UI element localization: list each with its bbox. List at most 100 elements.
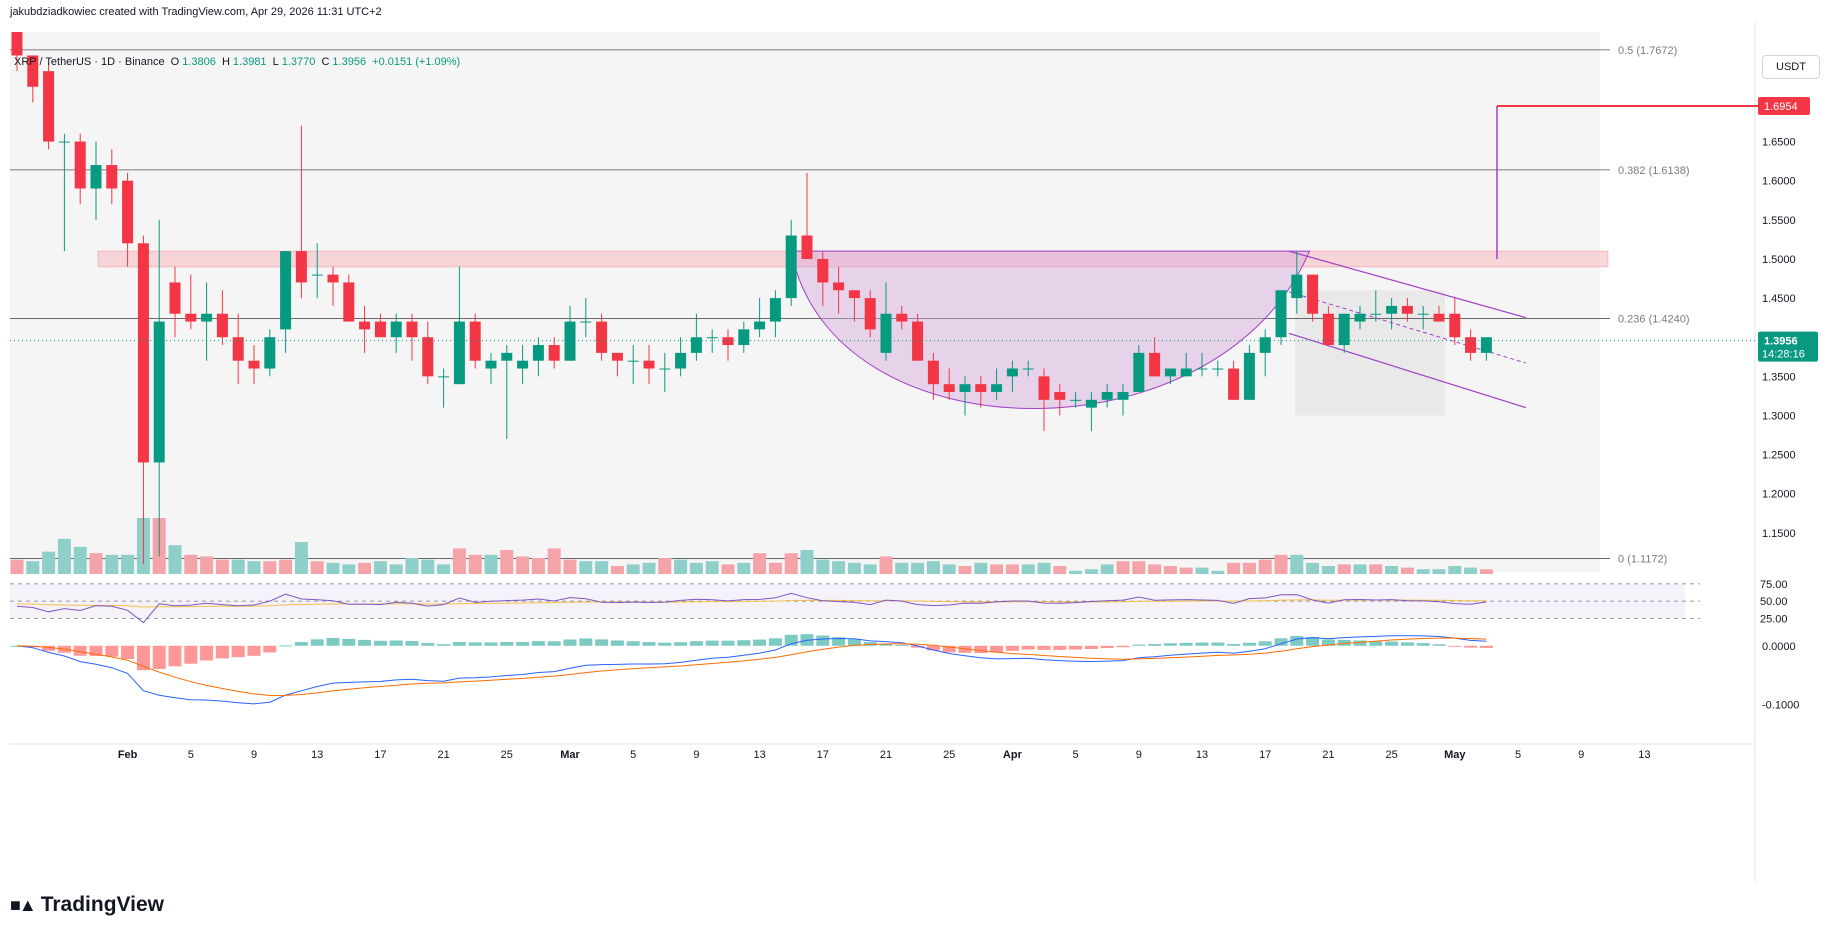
macd-histogram-bar-15 xyxy=(247,645,261,656)
macd-histogram-bar-45 xyxy=(721,640,735,646)
candle-17 xyxy=(280,251,292,353)
candle-body-88 xyxy=(1401,305,1413,314)
candle-45 xyxy=(722,329,734,361)
time-tick-4: 17 xyxy=(374,749,386,761)
volume-bar-28 xyxy=(452,548,466,574)
candle-14 xyxy=(232,313,244,385)
chart-area[interactable]: 0.5 (1.7672) 0.382 (1.6138) 0.236 (1.4240)… xyxy=(0,22,1835,882)
price-tick-6: 1.4500 xyxy=(1762,293,1796,305)
macd-histogram-bar-7 xyxy=(121,645,135,659)
target-price-badge-label: 1.6954 xyxy=(1764,101,1798,113)
candle-body-85 xyxy=(1354,313,1366,322)
time-tick-16: 9 xyxy=(1136,749,1142,761)
candle-34 xyxy=(548,337,560,369)
candle-58 xyxy=(927,352,939,400)
macd-histogram-bar-67 xyxy=(1069,645,1083,650)
macd-histogram-bar-78 xyxy=(1242,642,1256,646)
volume-bar-40 xyxy=(642,562,656,574)
macd-histogram-bar-84 xyxy=(1337,639,1351,646)
macd-histogram-bar-52 xyxy=(832,637,846,646)
candle-23 xyxy=(374,313,386,338)
candle-82 xyxy=(1307,274,1319,322)
candle-body-65 xyxy=(1038,376,1050,400)
macd-histogram-bar-70 xyxy=(1116,645,1130,648)
time-tick-3: 13 xyxy=(311,749,323,761)
volume-bar-16 xyxy=(263,561,277,574)
candle-26 xyxy=(422,321,434,385)
fib-level-label-3: 0 (1.1172) xyxy=(1618,554,1667,566)
candle-50 xyxy=(801,172,813,259)
macd-histogram-bar-75 xyxy=(1195,642,1209,646)
volume-bar-70 xyxy=(1116,561,1130,574)
macd-histogram-bar-13 xyxy=(215,645,229,659)
macd-histogram-bar-2 xyxy=(42,645,56,651)
time-tick-12: 21 xyxy=(880,749,892,761)
price-tick-11: 1.2000 xyxy=(1762,489,1796,501)
volume-bar-19 xyxy=(310,561,324,574)
legend-low-value: 1.3770 xyxy=(281,56,316,68)
candle-body-45 xyxy=(722,337,734,346)
fib-level-label-2: 0.236 (1.4240) xyxy=(1618,313,1690,325)
volume-bar-93 xyxy=(1479,569,1493,574)
brand-name: TradingView xyxy=(40,893,165,916)
volume-bar-77 xyxy=(1227,562,1241,574)
volume-bar-64 xyxy=(1021,564,1035,574)
volume-bar-68 xyxy=(1084,569,1098,574)
macd-pane-background xyxy=(10,634,1700,740)
price-chart-svg[interactable]: 0.5 (1.7672) 0.382 (1.6138) 0.236 (1.4240)… xyxy=(0,22,1835,882)
volume-bar-86 xyxy=(1369,564,1383,574)
candle-36 xyxy=(580,298,592,338)
candle-67 xyxy=(1070,392,1082,408)
volume-bar-27 xyxy=(437,564,451,574)
channel-lower-line xyxy=(1288,332,1527,409)
candle-22 xyxy=(359,305,371,353)
macd-tick-0: 0.0000 xyxy=(1762,641,1796,653)
candle-46 xyxy=(738,321,750,353)
price-tick-4: 1.5500 xyxy=(1762,215,1796,227)
price-tick-3: 1.6000 xyxy=(1762,176,1796,188)
volume-bar-6 xyxy=(105,554,119,574)
candle-87 xyxy=(1386,298,1398,330)
candle-62 xyxy=(991,368,1003,400)
candle-body-40 xyxy=(643,360,655,369)
candle-89 xyxy=(1417,305,1429,330)
volume-bar-48 xyxy=(768,562,782,574)
candle-body-63 xyxy=(1006,368,1018,377)
candle-54 xyxy=(864,290,876,338)
candle-body-37 xyxy=(596,321,608,353)
macd-histogram-bar-9 xyxy=(152,645,166,669)
macd-histogram-bar-48 xyxy=(768,638,782,646)
macd-histogram-bar-36 xyxy=(579,638,593,646)
price-tick-8: 1.3500 xyxy=(1762,371,1796,383)
volume-bar-50 xyxy=(800,550,814,574)
macd-histogram-bar-90 xyxy=(1432,644,1446,646)
macd-histogram-bar-62 xyxy=(990,645,1004,653)
tradingview-brand[interactable]: ■▲ TradingView xyxy=(10,893,164,917)
macd-histogram-bar-55 xyxy=(879,643,893,646)
macd-histogram-bar-82 xyxy=(1306,636,1320,646)
time-tick-22: 5 xyxy=(1515,749,1521,761)
candle-76 xyxy=(1212,360,1224,377)
volume-bar-14 xyxy=(231,559,245,574)
candle-69 xyxy=(1101,384,1113,408)
candle-44 xyxy=(706,329,718,353)
currency-unit-button[interactable]: USDT xyxy=(1762,55,1820,79)
candle-68 xyxy=(1085,392,1097,432)
volume-bar-46 xyxy=(737,562,751,574)
consolidation-box xyxy=(1295,290,1445,416)
macd-histogram-bar-26 xyxy=(421,643,435,646)
candle-body-38 xyxy=(611,352,623,361)
macd-histogram-bar-71 xyxy=(1132,644,1146,646)
candle-body-50 xyxy=(801,235,813,259)
candle-41 xyxy=(659,352,671,392)
candle-body-20 xyxy=(327,274,339,283)
candle-body-10 xyxy=(169,282,181,314)
volume-bar-30 xyxy=(484,554,498,574)
candle-body-70 xyxy=(1117,392,1129,400)
volume-bar-13 xyxy=(215,559,229,574)
candle-body-9 xyxy=(153,321,165,463)
legend-symbol[interactable]: XRP / TetherUS · 1D · Binance xyxy=(14,56,165,68)
candle-72 xyxy=(1149,337,1161,377)
macd-histogram-bar-87 xyxy=(1385,641,1399,646)
rsi-tick-0: 75.00 xyxy=(1760,579,1788,591)
